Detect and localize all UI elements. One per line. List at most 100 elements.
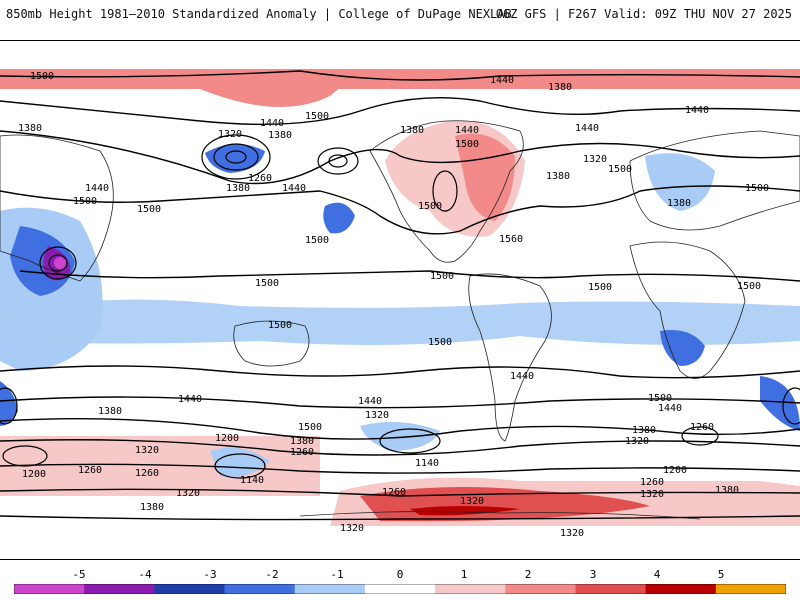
contour-label: 1380 bbox=[400, 125, 424, 136]
coastlines bbox=[0, 120, 800, 520]
typhoon-eye bbox=[54, 257, 66, 269]
contour-label: 1260 bbox=[382, 487, 406, 498]
contour-label: 1320 bbox=[625, 436, 649, 447]
contour-1500-midlat bbox=[0, 185, 800, 235]
africa-coast bbox=[629, 241, 746, 379]
australia-coast bbox=[233, 320, 310, 367]
height-contours bbox=[0, 70, 800, 521]
contour-label: 1440 bbox=[282, 183, 306, 194]
southern-negative-anomaly bbox=[210, 447, 270, 477]
header: 850mb Height 1981–2010 Standardized Anom… bbox=[0, 0, 800, 30]
contour-label: 1200 bbox=[663, 465, 687, 476]
contour-label: 1440 bbox=[85, 183, 109, 194]
contour-label: 1260 bbox=[78, 465, 102, 476]
contour-label: 1500 bbox=[588, 282, 612, 293]
east-pacific-negative-anomaly bbox=[323, 202, 355, 234]
anomaly-shading bbox=[0, 69, 800, 526]
contour-label: 1500 bbox=[305, 235, 329, 246]
colorbar-segment bbox=[575, 584, 647, 594]
typhoon-low bbox=[39, 246, 77, 280]
southern-ocean-low bbox=[2, 445, 48, 467]
contour-label: 1380 bbox=[98, 406, 122, 417]
contour-label: 1380 bbox=[226, 183, 250, 194]
contour-label: 1500 bbox=[30, 71, 54, 82]
contour-label: 1500 bbox=[430, 271, 454, 282]
contour-label: 1380 bbox=[546, 171, 570, 182]
contour-label: 1380 bbox=[667, 198, 691, 209]
contour-label: 1500 bbox=[428, 337, 452, 348]
contour-label: 1260 bbox=[248, 173, 272, 184]
colorbar-tick-label: -3 bbox=[203, 568, 217, 581]
colorbar-segment bbox=[645, 584, 717, 594]
south-africa-negative-anomaly bbox=[660, 330, 705, 366]
contour-label: 1440 bbox=[510, 371, 534, 382]
contour-1440-north bbox=[0, 96, 800, 126]
colorbar-tick-label: 3 bbox=[589, 568, 597, 581]
south-indian-low bbox=[681, 426, 719, 446]
north-america-coast bbox=[369, 120, 524, 263]
contour-label: 1440 bbox=[490, 75, 514, 86]
contour-label: 1140 bbox=[240, 475, 264, 486]
contour-label: 1320 bbox=[365, 410, 389, 421]
contour-label: 1440 bbox=[358, 396, 382, 407]
colorbar-strip bbox=[14, 584, 786, 594]
contour-label: 1320 bbox=[340, 523, 364, 534]
contour-1440-south bbox=[0, 396, 800, 409]
map-title: 850mb Height 1981–2010 Standardized Anom… bbox=[6, 7, 512, 21]
contour-1320-antarctic bbox=[0, 488, 800, 497]
map-svg: 1500 1380 1440 1380 1320 1440 1380 1260 … bbox=[0, 69, 800, 539]
contour-label: 1380 bbox=[18, 123, 42, 134]
north-pacific-positive-anomaly bbox=[200, 71, 360, 107]
contour-label: 1500 bbox=[737, 281, 761, 292]
contour-1380-south bbox=[0, 418, 800, 440]
europe-negative-anomaly bbox=[645, 153, 715, 211]
contour-1260-south bbox=[0, 463, 800, 474]
map-panel: 1500 1380 1440 1380 1320 1440 1380 1260 … bbox=[0, 40, 800, 560]
contour-label: 1440 bbox=[658, 403, 682, 414]
contour-label: 1320 bbox=[135, 445, 159, 456]
contour-label: 1260 bbox=[290, 447, 314, 458]
contour-1500-tropics bbox=[19, 270, 800, 282]
gulf-of-alaska-low bbox=[317, 147, 359, 175]
contour-label: 1380 bbox=[548, 82, 572, 93]
contour-label: 1260 bbox=[690, 422, 714, 433]
contour-label: 1500 bbox=[298, 422, 322, 433]
contour-label: 1500 bbox=[268, 320, 292, 331]
south-pacific-low bbox=[214, 453, 266, 479]
typhoon-low-inner bbox=[48, 254, 68, 272]
closed-lows bbox=[0, 134, 800, 479]
contour-label: 1500 bbox=[608, 164, 632, 175]
asia-west-coast bbox=[0, 134, 114, 282]
antarctica-coast bbox=[299, 511, 701, 520]
contour-1500-south bbox=[0, 365, 800, 379]
contour-label: 1440 bbox=[455, 125, 479, 136]
contour-label: 1260 bbox=[135, 468, 159, 479]
gulf-of-alaska-low-inner bbox=[328, 154, 348, 168]
contour-labels: 1500 1380 1440 1380 1320 1440 1380 1260 … bbox=[18, 71, 769, 539]
colorbar-segment bbox=[294, 584, 366, 594]
contour-1500-arctic bbox=[0, 70, 800, 81]
contour-label: 1440 bbox=[260, 118, 284, 129]
aleutian-low-inner bbox=[213, 143, 259, 171]
contour-label: 1380 bbox=[715, 485, 739, 496]
colorbar-segment bbox=[14, 584, 85, 594]
contour-label: 1320 bbox=[640, 489, 664, 500]
colorbar: -5 -4 -3 -2 -1 0 1 2 3 4 5 bbox=[0, 568, 800, 600]
colorbar-tick-label: -1 bbox=[330, 568, 344, 581]
contour-label: 1380 bbox=[140, 502, 164, 513]
eurasia-coast bbox=[629, 130, 800, 231]
contour-label: 1500 bbox=[745, 183, 769, 194]
colorbar-segment bbox=[505, 584, 576, 594]
colorbar-tick-label: -5 bbox=[72, 568, 86, 581]
contour-label: 1500 bbox=[455, 139, 479, 150]
contour-label: 1500 bbox=[137, 204, 161, 215]
south-america-coast bbox=[468, 273, 552, 442]
colorbar-tick-label: -2 bbox=[265, 568, 279, 581]
south-indian-negative-anomaly bbox=[760, 376, 800, 431]
colorbar-tick-label: 5 bbox=[717, 568, 725, 581]
contour-label: 1320 bbox=[583, 154, 607, 165]
colorbar-tick-label: 4 bbox=[653, 568, 661, 581]
colorbar-tick-label: 1 bbox=[460, 568, 468, 581]
antarctic-low-west bbox=[0, 387, 18, 425]
colorbar-tick-label: 2 bbox=[524, 568, 532, 581]
